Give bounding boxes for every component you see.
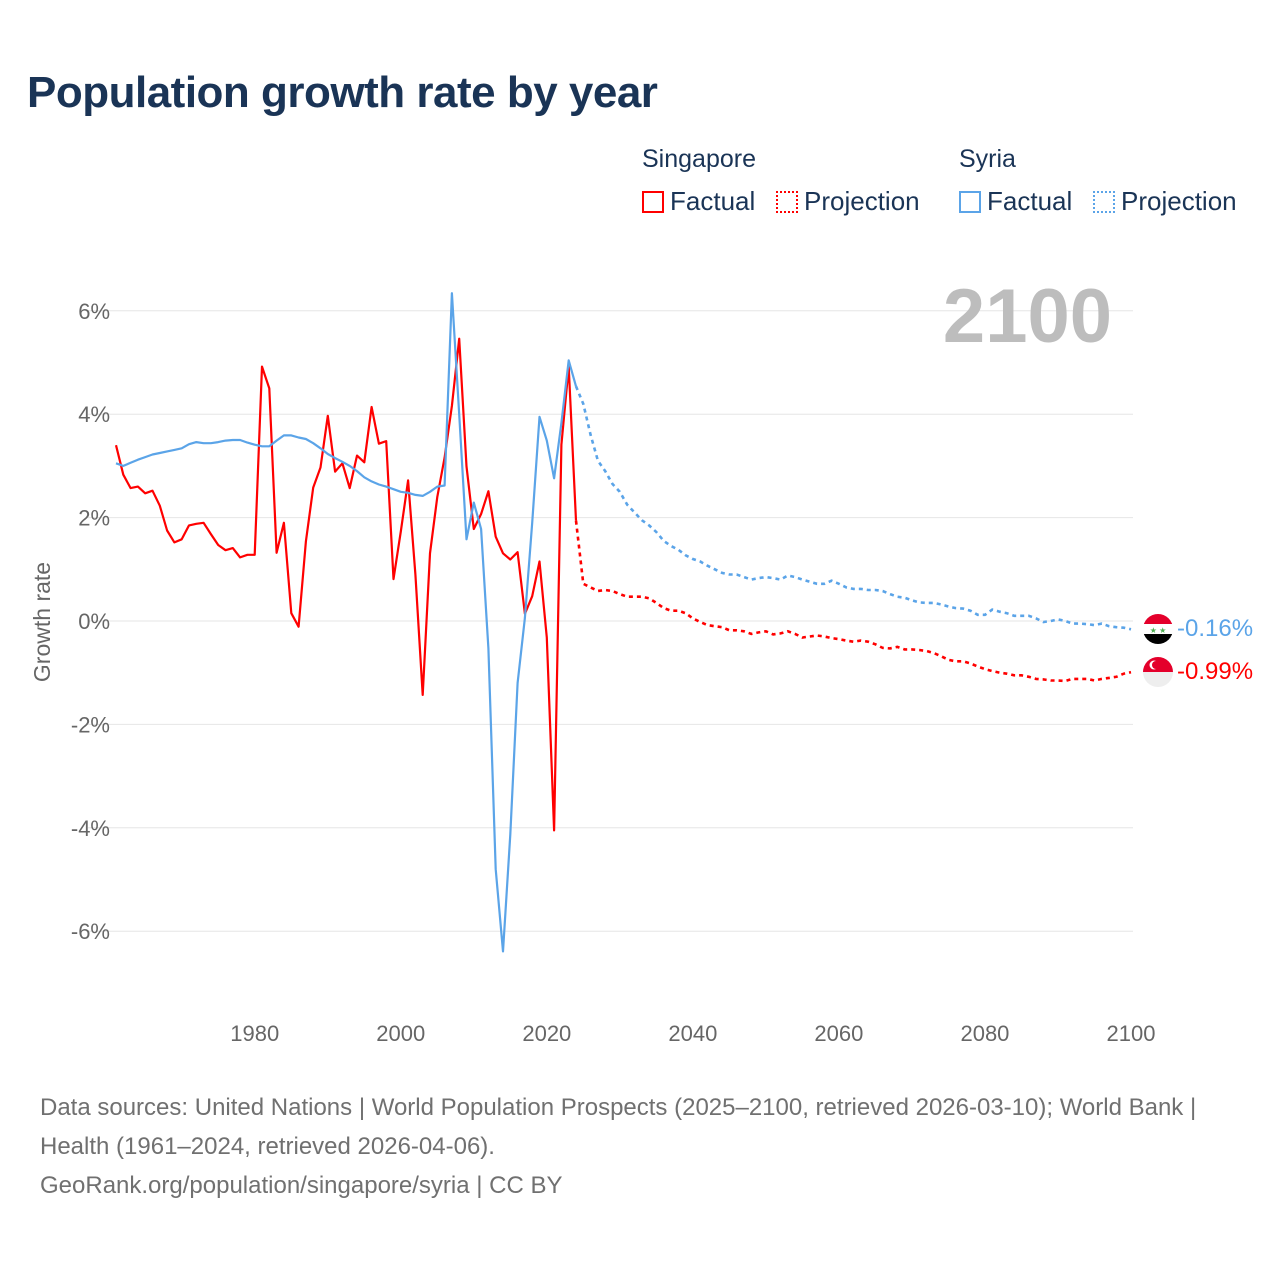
y-tick-label: -2% bbox=[71, 712, 110, 737]
footer: Data sources: United Nations | World Pop… bbox=[40, 1088, 1240, 1205]
syria-end-value: -0.16% bbox=[1177, 615, 1253, 642]
syria-projection-line bbox=[574, 385, 1132, 631]
x-tick-label: 2000 bbox=[376, 1021, 425, 1046]
legend-swatch-dotted-icon bbox=[776, 190, 798, 213]
legend-singapore-factual[interactable]: Factual bbox=[642, 186, 755, 217]
y-tick-label: -4% bbox=[71, 816, 110, 841]
legend-label: Factual bbox=[670, 186, 756, 216]
legend-singapore-projection[interactable]: Projection bbox=[776, 186, 920, 217]
page-title: Population growth rate by year bbox=[27, 68, 658, 117]
data-sources: Data sources: United Nations | World Pop… bbox=[40, 1094, 1197, 1160]
x-tick-label: 1980 bbox=[230, 1021, 279, 1046]
legend-syria-projection[interactable]: Projection bbox=[1093, 186, 1237, 217]
singapore-factual-line bbox=[114, 337, 578, 832]
credit-link[interactable]: GeoRank.org/population/singapore/syria |… bbox=[40, 1172, 563, 1199]
singapore-projection-line bbox=[574, 520, 1132, 683]
x-tick-label: 2100 bbox=[1107, 1021, 1156, 1046]
y-axis-label: Growth rate bbox=[29, 562, 55, 682]
legend-label: Projection bbox=[804, 186, 920, 216]
legend-swatch-solid-icon bbox=[959, 190, 981, 213]
y-tick-label: -6% bbox=[71, 919, 110, 944]
singapore-end-value: -0.99% bbox=[1177, 658, 1253, 685]
x-tick-label: 2040 bbox=[668, 1021, 717, 1046]
x-tick-label: 2020 bbox=[522, 1021, 571, 1046]
y-tick-label: 2% bbox=[78, 506, 110, 531]
legend-swatch-solid-icon bbox=[642, 190, 664, 213]
syria-flag-icon: ★ ★ bbox=[1143, 614, 1173, 644]
x-tick-label: 2060 bbox=[814, 1021, 863, 1046]
legend-group-singapore: Singapore bbox=[642, 145, 756, 173]
legend-swatch-dotted-icon bbox=[1093, 190, 1115, 213]
legend-label: Factual bbox=[987, 186, 1073, 216]
legend-label: Projection bbox=[1121, 186, 1237, 216]
y-tick-label: 4% bbox=[78, 402, 110, 427]
year-watermark: 2100 bbox=[943, 274, 1112, 359]
syria-factual-line bbox=[115, 292, 578, 953]
svg-text:★ ★: ★ ★ bbox=[1150, 626, 1167, 635]
x-tick-label: 2080 bbox=[960, 1021, 1009, 1046]
y-tick-label: 0% bbox=[78, 609, 110, 634]
legend-group-syria: Syria bbox=[959, 145, 1016, 173]
singapore-flag-icon bbox=[1143, 657, 1173, 687]
legend-syria-factual[interactable]: Factual bbox=[959, 186, 1072, 217]
y-tick-label: 6% bbox=[78, 299, 110, 324]
